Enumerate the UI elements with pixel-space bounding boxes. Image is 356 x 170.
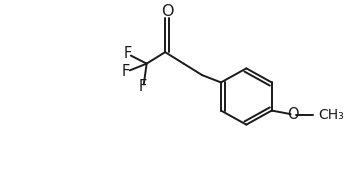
Text: F: F: [123, 46, 131, 62]
Text: F: F: [121, 64, 130, 79]
Text: F: F: [139, 79, 147, 94]
Text: O: O: [288, 107, 299, 122]
Text: O: O: [161, 4, 173, 19]
Text: CH₃: CH₃: [318, 108, 344, 122]
